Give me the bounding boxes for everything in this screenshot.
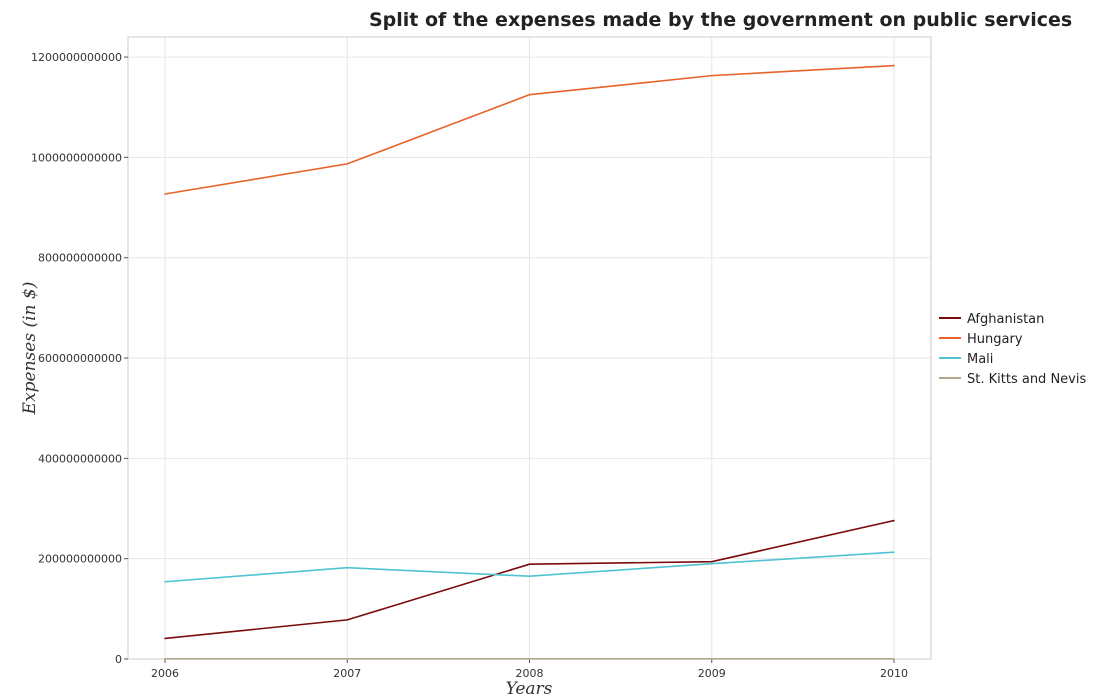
x-tick-label: 2006 — [151, 667, 179, 680]
legend-label: Hungary — [967, 332, 1023, 347]
data-point — [710, 560, 713, 563]
y-tick-label: 1200000000000 — [31, 51, 122, 64]
data-point — [528, 93, 531, 96]
data-point — [893, 64, 895, 67]
x-axis-label: Years — [506, 679, 553, 699]
y-tick-label: 800000000000 — [38, 252, 122, 265]
y-tick-label: 0 — [115, 653, 122, 666]
y-tick-label: 200000000000 — [38, 553, 122, 566]
series — [164, 64, 895, 660]
data-point — [346, 658, 349, 660]
y-tick-label: 600000000000 — [38, 352, 122, 365]
data-point — [346, 163, 349, 165]
x-tick-label: 2009 — [698, 667, 726, 680]
x-tick-label: 2008 — [516, 667, 544, 680]
chart-title: Split of the expenses made by the govern… — [369, 9, 1072, 31]
data-point — [528, 575, 531, 578]
legend: Afghanistan Hungary Mali St. Kitts and Nevi… — [939, 312, 1086, 387]
y-axis-label: Expenses (in $) — [20, 282, 40, 416]
y-tick-label: 400000000000 — [38, 452, 122, 465]
data-point — [346, 619, 349, 621]
data-point — [164, 637, 166, 640]
data-point — [893, 658, 895, 660]
grid — [128, 37, 931, 660]
legend-label: Afghanistan — [967, 312, 1044, 327]
data-point — [164, 658, 166, 660]
data-point — [893, 551, 895, 553]
x-axis-ticks: 2006 2007 2008 2009 2010 — [151, 659, 908, 680]
data-point — [710, 562, 713, 565]
y-axis-ticks: 0 200000000000 400000000000 600000000000 800… — [31, 51, 128, 666]
y-tick-label: 1000000000000 — [31, 151, 122, 164]
data-point — [893, 519, 895, 522]
data-point — [710, 658, 713, 660]
legend-label: Mali — [967, 352, 993, 367]
legend-label: St. Kitts and Nevis — [967, 372, 1086, 387]
data-point — [710, 74, 713, 77]
data-point — [528, 563, 531, 565]
x-tick-label: 2007 — [333, 667, 361, 680]
data-point — [346, 566, 349, 569]
data-point — [164, 580, 166, 583]
x-tick-label: 2010 — [880, 667, 908, 680]
data-point — [164, 193, 166, 195]
data-point — [528, 658, 531, 660]
